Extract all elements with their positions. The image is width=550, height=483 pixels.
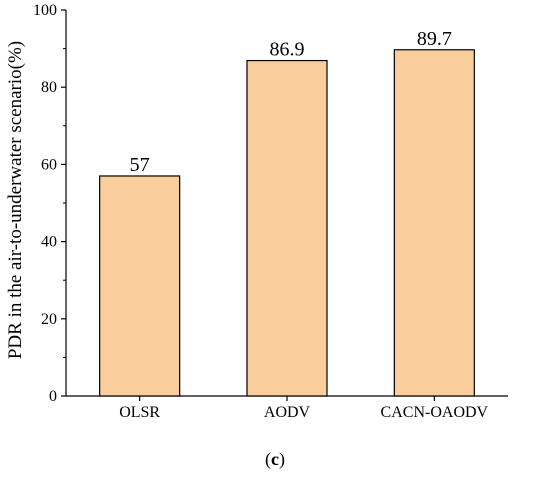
bar	[246, 59, 328, 397]
caption-letter: c	[271, 449, 279, 469]
y-tick-label: 20	[41, 311, 57, 328]
caption-close: )	[279, 449, 285, 469]
data-label: 89.7	[417, 28, 452, 50]
bar	[393, 49, 475, 397]
x-tick-label: AODV	[264, 404, 311, 421]
y-axis-title: PDR in the air-to-underwater scenario(%)	[5, 41, 26, 359]
y-tick-label: 40	[41, 234, 57, 251]
x-tick-label: OLSR	[119, 404, 160, 421]
caption-open: (	[265, 449, 271, 469]
labels: OLSR 57 AODV 86.9 CACN-OAODV 89.7	[119, 28, 488, 421]
y-tick-label: 0	[49, 388, 57, 405]
y-tick-label: 80	[41, 79, 57, 96]
y-tick-label: 100	[33, 2, 57, 19]
bar	[99, 175, 181, 397]
bars	[99, 49, 475, 397]
figure-caption: (c)	[0, 449, 550, 470]
x-tick-label: CACN-OAODV	[381, 404, 489, 421]
y-tick-label: 60	[41, 156, 57, 173]
data-label: 57	[130, 154, 150, 176]
data-label: 86.9	[270, 39, 305, 61]
